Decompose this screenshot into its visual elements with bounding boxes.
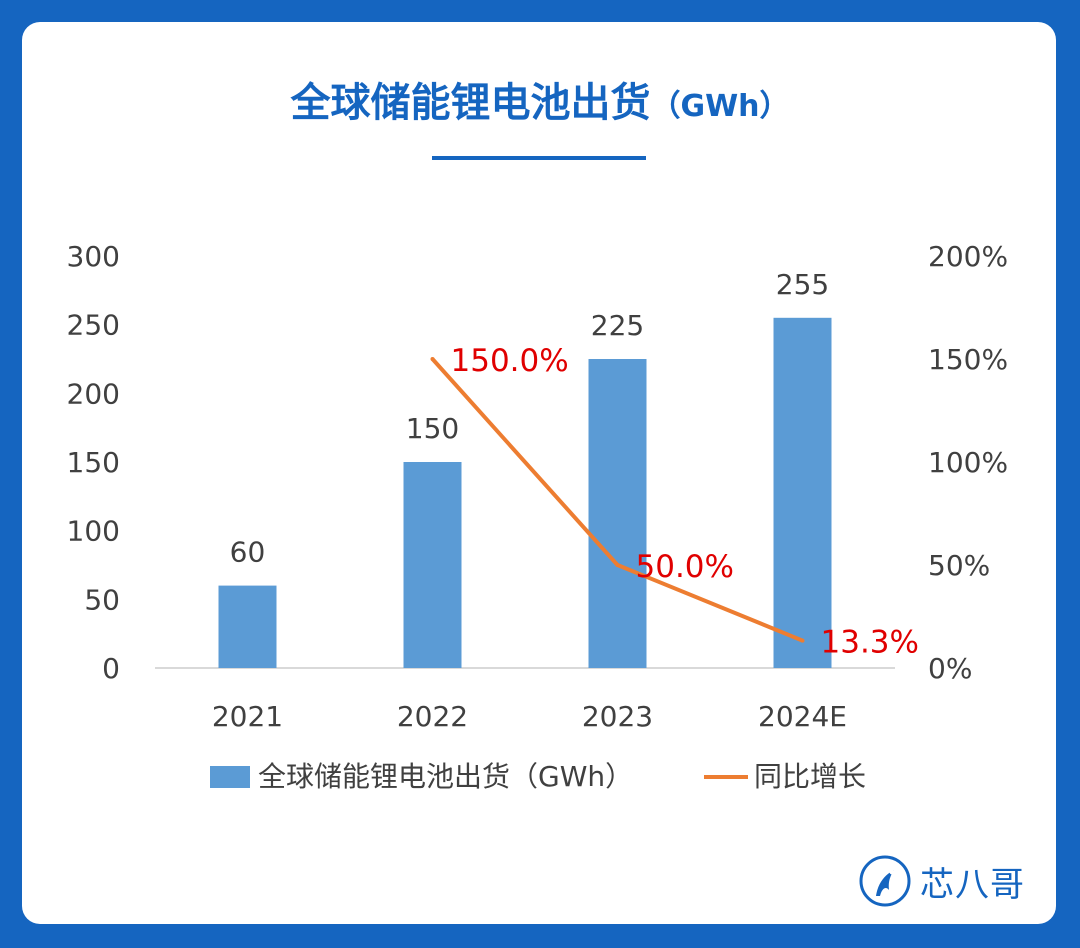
x-tick-label: 2024E [758,700,847,733]
growth-point [800,638,805,643]
brand-logo: 芯八哥 [856,852,1025,910]
title-underline [432,156,646,160]
x-tick-label: 2023 [582,700,653,733]
bar-data-label: 255 [776,268,829,301]
y-left-tick-label: 100 [67,515,120,548]
title-text: 全球储能锂电池出货 [290,80,651,126]
bar-data-label: 225 [591,309,644,342]
growth-point [615,563,620,567]
y-left-tick-label: 50 [84,583,120,616]
chart-card [22,22,1056,924]
page-title: 全球储能锂电池出货（GWh） [0,70,1080,128]
y-left-tick-label: 0 [102,652,120,685]
bar [403,462,462,668]
legend-line-label: 同比增长 [754,760,866,793]
y-right-tick-label: 0% [928,652,972,685]
bar [773,317,832,668]
bar [218,585,277,668]
y-left-tick-label: 150 [67,446,120,479]
bird-logo-icon [859,855,911,907]
title-unit: （GWh） [650,89,790,124]
y-right-tick-label: 100% [928,446,1008,479]
growth-point [430,357,435,361]
y-right-tick-label: 200% [928,240,1008,273]
x-tick-label: 2022 [397,700,468,733]
growth-data-label: 50.0% [636,549,734,585]
bar [588,359,647,668]
bar-data-label: 150 [406,412,459,445]
y-left-tick-label: 200 [67,377,120,410]
legend-bar-swatch [210,766,250,788]
y-left-tick-label: 300 [67,240,120,273]
y-right-tick-label: 150% [928,343,1008,376]
x-tick-label: 2021 [212,700,283,733]
growth-data-label: 150.0% [451,343,569,379]
y-left-tick-label: 250 [67,309,120,342]
y-right-tick-label: 50% [928,549,990,582]
legend-bar-label: 全球储能锂电池出货（GWh） [258,760,633,793]
growth-data-label: 13.3% [821,625,919,661]
brand-name: 芯八哥 [920,864,1025,905]
bar-data-label: 60 [230,536,266,569]
